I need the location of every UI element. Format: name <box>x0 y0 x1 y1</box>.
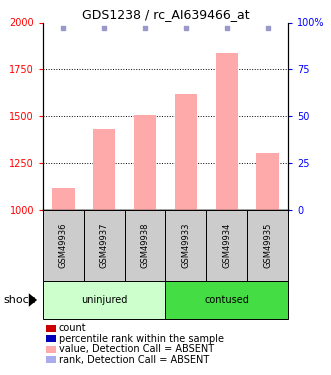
Point <box>61 25 66 31</box>
Text: contused: contused <box>204 295 249 305</box>
Bar <box>256 153 279 210</box>
Text: GSM49937: GSM49937 <box>100 223 109 268</box>
Text: GSM49934: GSM49934 <box>222 223 231 268</box>
Point <box>183 25 189 31</box>
Text: GSM49938: GSM49938 <box>141 223 150 268</box>
Text: uninjured: uninjured <box>81 295 127 305</box>
Bar <box>125 210 166 281</box>
Text: rank, Detection Call = ABSENT: rank, Detection Call = ABSENT <box>59 355 209 364</box>
Point <box>142 25 148 31</box>
Bar <box>206 210 247 281</box>
Text: GSM49935: GSM49935 <box>263 223 272 268</box>
Text: value, Detection Call = ABSENT: value, Detection Call = ABSENT <box>59 344 214 354</box>
Text: GSM49933: GSM49933 <box>181 223 190 268</box>
Bar <box>175 94 197 210</box>
Title: GDS1238 / rc_AI639466_at: GDS1238 / rc_AI639466_at <box>82 8 249 21</box>
Point <box>224 25 229 31</box>
Bar <box>166 281 288 319</box>
Point <box>102 25 107 31</box>
Bar <box>52 188 75 210</box>
Bar <box>215 53 238 210</box>
Bar <box>43 281 166 319</box>
Bar <box>247 210 288 281</box>
Bar <box>134 116 156 210</box>
Text: GSM49936: GSM49936 <box>59 223 68 268</box>
Bar <box>93 129 116 210</box>
Point <box>265 25 270 31</box>
Bar <box>43 210 84 281</box>
Text: percentile rank within the sample: percentile rank within the sample <box>59 334 224 344</box>
Bar <box>84 210 125 281</box>
Text: count: count <box>59 323 86 333</box>
Bar <box>166 210 206 281</box>
Text: shock: shock <box>3 295 35 305</box>
